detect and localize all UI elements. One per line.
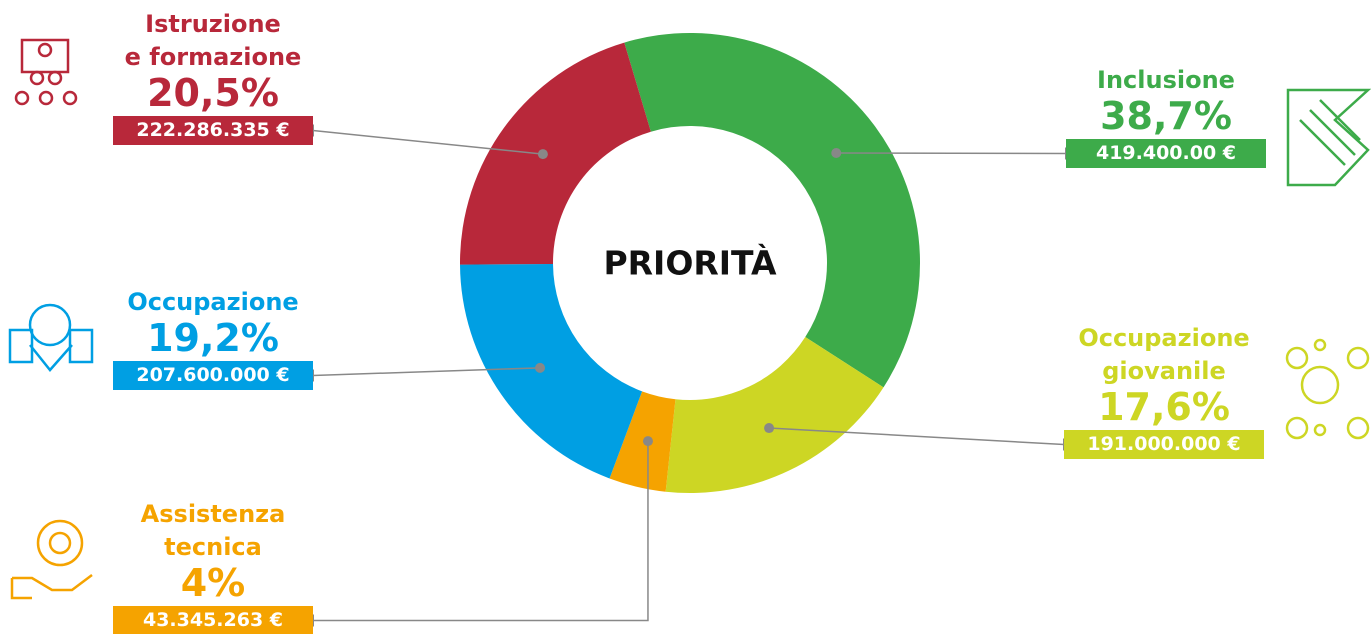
leader-dot xyxy=(831,148,842,159)
center-label: PRIORITÀ xyxy=(603,243,777,283)
value-label: 19,2% xyxy=(147,316,279,360)
label-block: Occupazione 19,2% 207.600.000 € xyxy=(103,286,323,390)
leader-line xyxy=(312,129,543,155)
donut-slice xyxy=(460,263,643,479)
leader-dot xyxy=(642,436,653,447)
leader-dot xyxy=(764,423,775,434)
category-label: Occupazione giovanile xyxy=(1078,324,1250,385)
donut-slice xyxy=(624,33,920,388)
leader-line xyxy=(312,367,541,377)
category-label: Assistenza tecnica xyxy=(140,500,286,561)
donut-slice xyxy=(460,42,651,265)
amount-label: 222.286.335 € xyxy=(113,116,313,145)
value-label: 4% xyxy=(180,561,246,605)
label-block: Assistenza tecnica 4% 43.345.263 € xyxy=(103,498,323,634)
category-label: Istruzione e formazione xyxy=(124,10,302,71)
leader-dot xyxy=(537,149,548,160)
label-block: Inclusione 38,7% 419.400.00 € xyxy=(1056,64,1276,168)
category-label: Inclusione xyxy=(1097,66,1235,94)
amount-label: 191.000.000 € xyxy=(1064,430,1264,459)
amount-label: 43.345.263 € xyxy=(113,606,313,634)
leader-line xyxy=(769,427,1065,446)
value-label: 38,7% xyxy=(1100,94,1232,138)
label-block: Istruzione e formazione 20,5% 222.286.335 … xyxy=(103,8,323,145)
leader-line xyxy=(313,441,649,622)
amount-label: 207.600.000 € xyxy=(113,361,313,390)
donut-slice xyxy=(665,337,884,493)
amount-label: 419.400.00 € xyxy=(1066,139,1266,168)
value-label: 20,5% xyxy=(147,71,279,115)
icons xyxy=(8,38,1371,600)
leader-dot xyxy=(535,362,546,373)
category-label: Occupazione xyxy=(127,288,299,316)
value-label: 17,6% xyxy=(1098,385,1230,429)
label-block: Occupazione giovanile 17,6% 191.000.000 € xyxy=(1054,322,1274,459)
donut-slice xyxy=(609,391,676,492)
